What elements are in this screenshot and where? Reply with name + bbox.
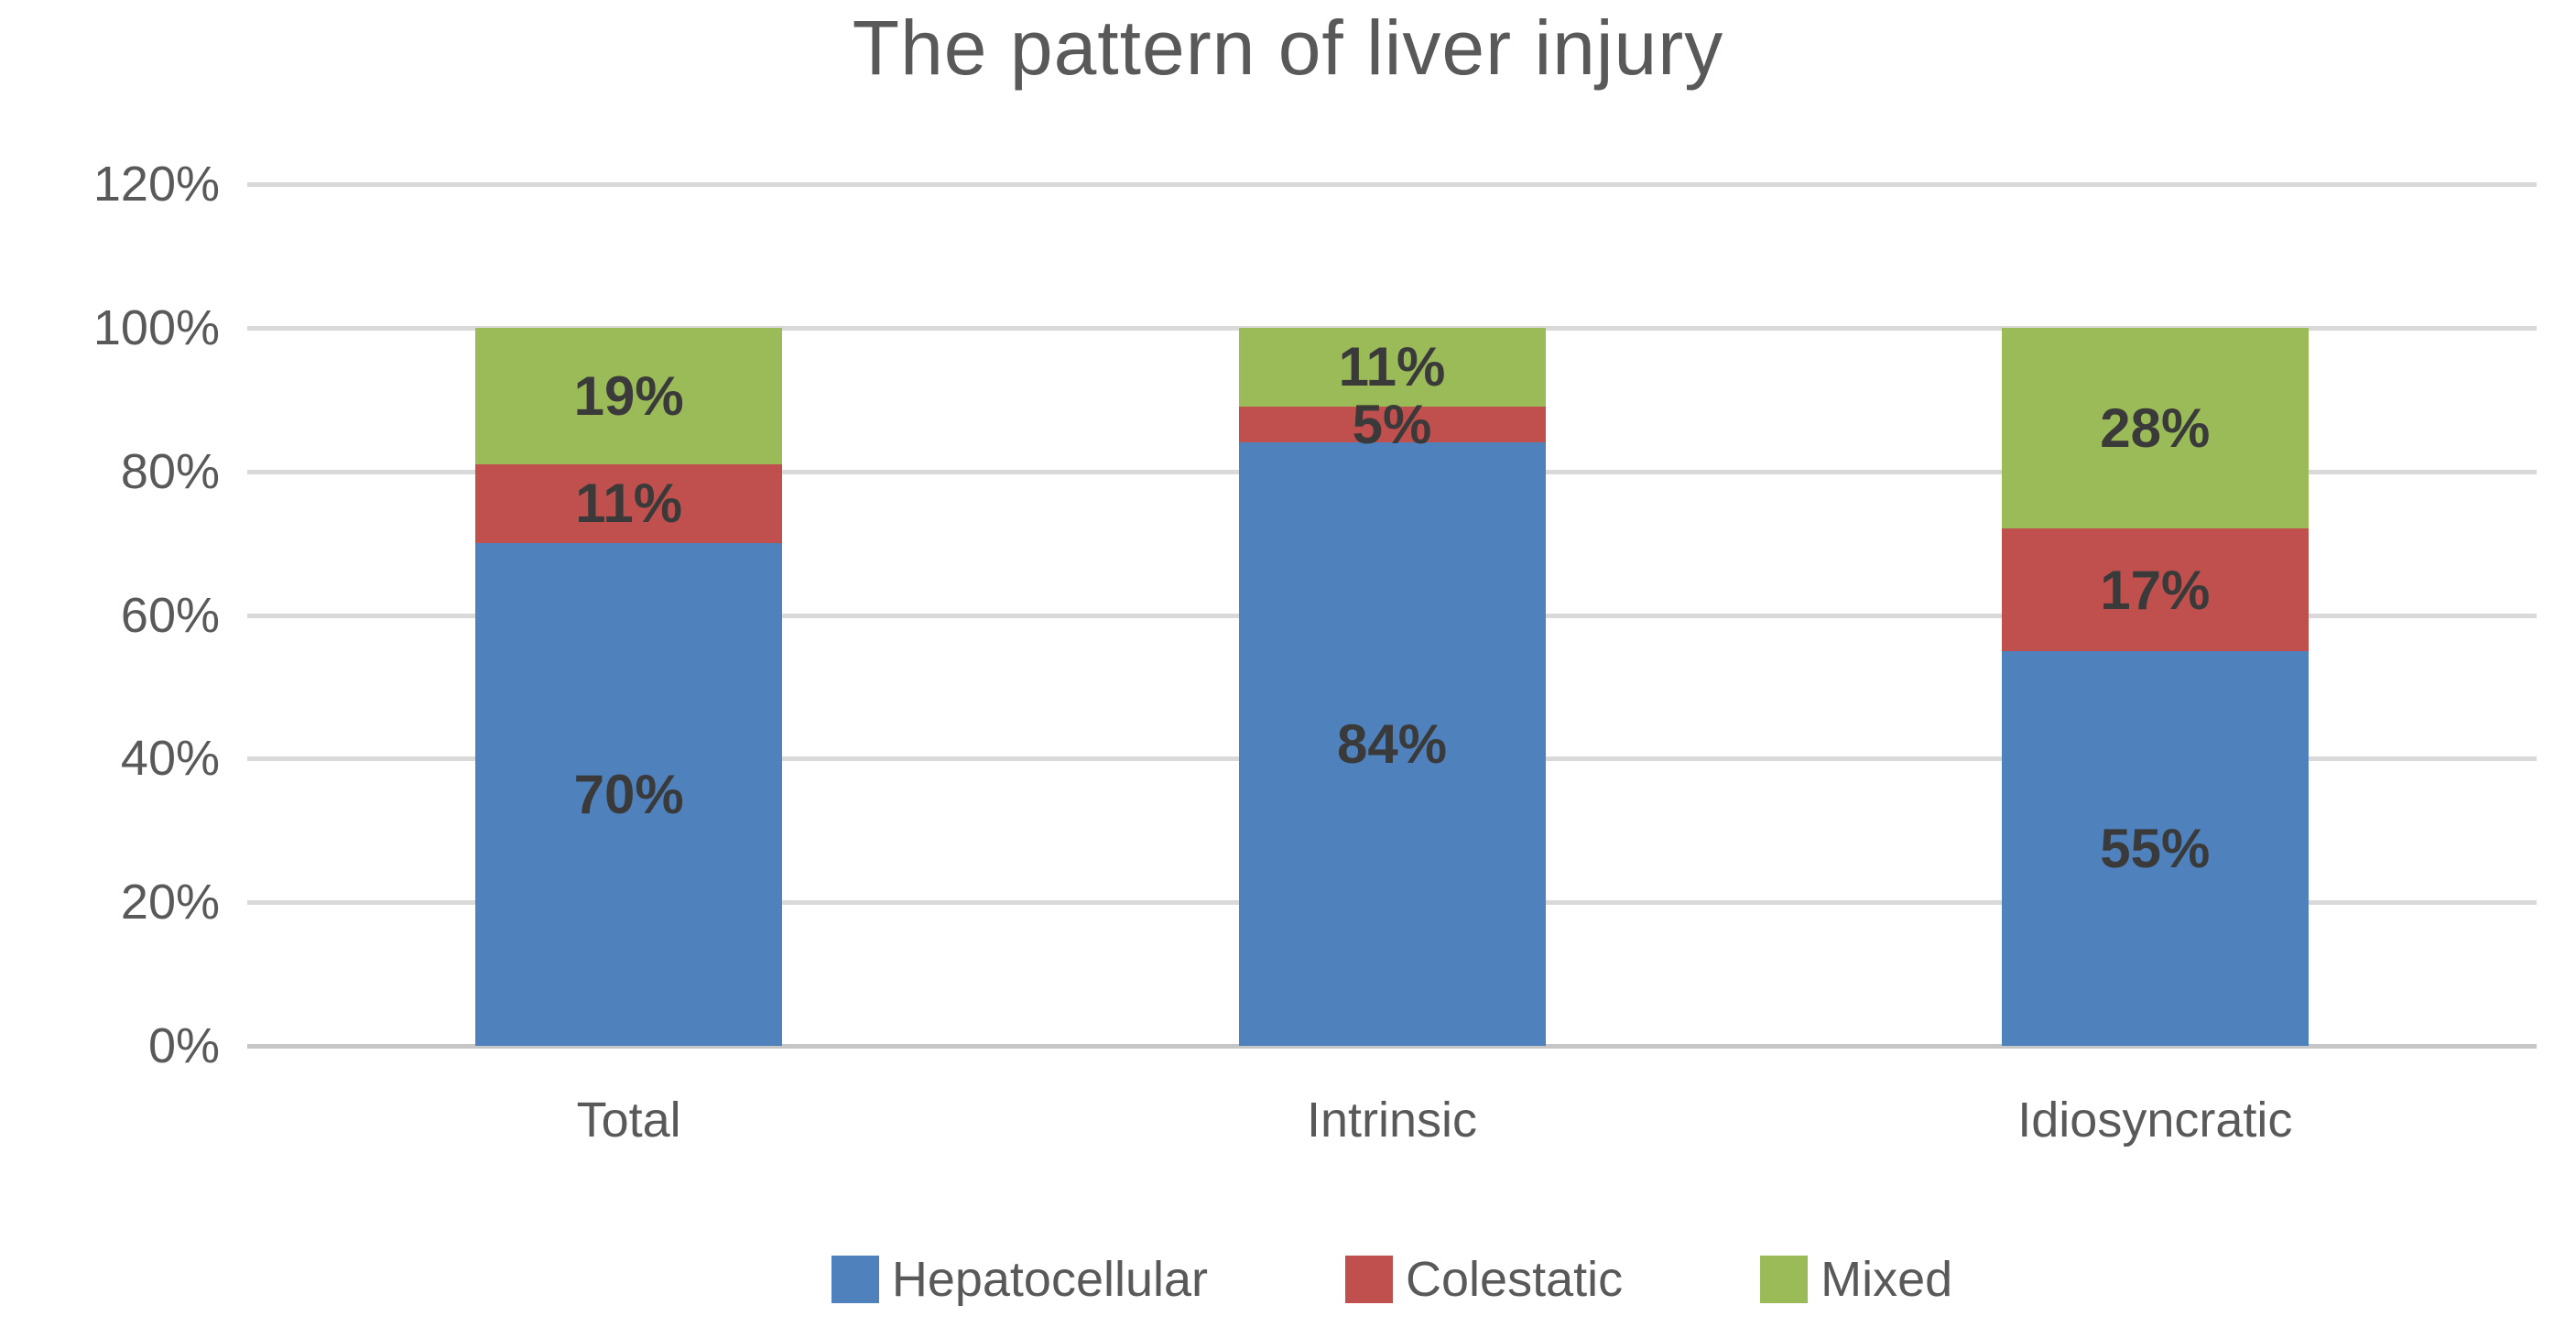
- legend-label: Colestatic: [1406, 1252, 1624, 1307]
- legend: Hepatocellular Colestatic Mixed: [247, 1238, 2537, 1321]
- y-axis-tick-label: 0%: [147, 1018, 220, 1073]
- data-label: 17%: [2100, 559, 2211, 621]
- bar-segment-idiosyncratic-colestatic: 17%: [2001, 528, 2309, 651]
- y-axis-tick-label: 60%: [120, 587, 220, 643]
- y-axis-tick-label: 100%: [92, 299, 220, 355]
- y-axis-tick-label: 120%: [92, 157, 220, 212]
- y-axis-tick-label: 40%: [120, 731, 220, 787]
- legend-swatch-icon: [831, 1256, 879, 1303]
- y-axis-tick-label: 80%: [120, 443, 220, 499]
- legend-item-mixed: Mixed: [1760, 1251, 1952, 1308]
- x-axis-line: [247, 1044, 2537, 1049]
- legend-label: Mixed: [1821, 1252, 1953, 1307]
- bar-segment-intrinsic-mixed: 11%: [1238, 327, 1546, 408]
- gridline: [247, 182, 2537, 187]
- data-label: 28%: [2100, 397, 2211, 460]
- x-axis-category-label: Total: [576, 1093, 681, 1148]
- data-label: 11%: [1338, 336, 1446, 398]
- bar-segment-total-colestatic: 11%: [475, 463, 783, 544]
- legend-label: Hepatocellular: [891, 1252, 1209, 1307]
- bar-segment-intrinsic-colestatic: 5%: [1238, 394, 1546, 455]
- data-label: 55%: [2100, 817, 2211, 879]
- x-axis-category-label: Idiosyncratic: [2017, 1093, 2293, 1148]
- chart-title: The pattern of liver injury: [852, 5, 1724, 91]
- legend-item-hepatocellular: Hepatocellular: [831, 1251, 1208, 1308]
- bar-segment-total-mixed: 19%: [475, 327, 783, 464]
- bar-segment-total-hepatocellular: 70%: [475, 543, 783, 1046]
- data-label: 11%: [575, 473, 683, 535]
- bar-segment-intrinsic-hepatocellular: 84%: [1238, 442, 1546, 1046]
- bar-segment-idiosyncratic-mixed: 28%: [2001, 327, 2309, 529]
- legend-swatch-icon: [1345, 1256, 1394, 1303]
- data-label: 19%: [573, 364, 684, 427]
- bar-segment-idiosyncratic-hepatocellular: 55%: [2001, 650, 2309, 1046]
- data-label: 84%: [1336, 713, 1448, 776]
- y-axis-tick-label: 20%: [120, 875, 220, 930]
- legend-item-colestatic: Colestatic: [1345, 1251, 1623, 1308]
- data-label: 5%: [1352, 394, 1432, 456]
- x-axis-category-label: Intrinsic: [1306, 1093, 1478, 1148]
- legend-swatch-icon: [1760, 1256, 1809, 1303]
- data-label: 70%: [573, 764, 684, 826]
